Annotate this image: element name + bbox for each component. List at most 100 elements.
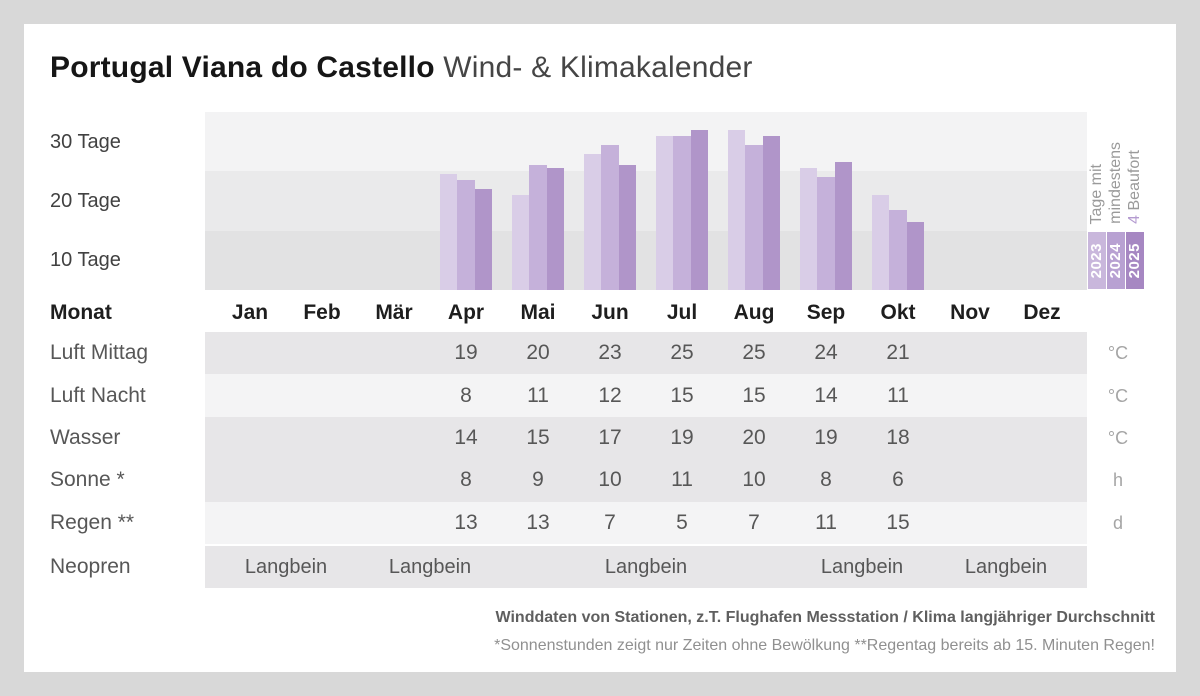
page-title: Portugal Viana do Castello Wind- & Klima… bbox=[50, 48, 753, 88]
cell-regen-jul: 5 bbox=[676, 510, 688, 534]
unit-4: d bbox=[1112, 512, 1123, 533]
cell-sonne-sep: 8 bbox=[820, 468, 832, 492]
cell-luft-aug: 25 bbox=[742, 341, 766, 365]
row-band-1 bbox=[205, 374, 1087, 417]
unit-3: h bbox=[1112, 470, 1123, 491]
cell-wasser-jun: 17 bbox=[598, 426, 622, 449]
cell-sonne-apr: 8 bbox=[460, 468, 472, 492]
legend-chip-label-2024: 2024 bbox=[1107, 242, 1124, 279]
cell-luft-okt: 21 bbox=[886, 341, 910, 365]
bar-2024-Mai bbox=[529, 165, 547, 290]
row-band-2 bbox=[205, 416, 1087, 460]
legend-line-2: mindestens bbox=[1107, 142, 1124, 224]
row-band-3 bbox=[205, 459, 1087, 502]
cell-luft-jun: 12 bbox=[598, 383, 622, 407]
cell-luft-jul: 15 bbox=[670, 383, 694, 407]
row-label-luft-nacht: Luft Nacht bbox=[50, 383, 146, 407]
chart-band-30-tage bbox=[205, 112, 1087, 172]
cell-luft-mai: 11 bbox=[527, 383, 549, 407]
bar-2023-Aug bbox=[727, 129, 746, 290]
cell-luft-jul: 25 bbox=[670, 341, 694, 365]
cell-regen-jun: 7 bbox=[604, 510, 616, 534]
month-header-dez: Dez bbox=[1023, 301, 1061, 324]
month-header-mär: Mär bbox=[375, 301, 413, 324]
cell-wasser-mai: 15 bbox=[526, 426, 550, 449]
legend-chip-label-2025: 2025 bbox=[1126, 242, 1143, 279]
cell-regen-aug: 7 bbox=[748, 510, 760, 534]
cell-regen-mai: 13 bbox=[526, 510, 550, 534]
bar-2025-Okt bbox=[906, 221, 925, 290]
cell-luft-sep: 14 bbox=[814, 383, 838, 407]
footer-source-note: Winddaten von Stationen, z.T. Flughafen … bbox=[495, 609, 1155, 626]
month-header-aug: Aug bbox=[733, 301, 775, 324]
legend-accent-number: 4 bbox=[1126, 210, 1143, 224]
bar-2023-Okt bbox=[871, 195, 890, 290]
neopren-entry-4: Langbein bbox=[964, 556, 1048, 579]
calendar-card: Portugal Viana do Castello Wind- & Klima… bbox=[24, 24, 1176, 672]
cell-regen-okt: 15 bbox=[886, 510, 910, 534]
chart-band-20-tage bbox=[205, 171, 1087, 231]
month-header-jan: Jan bbox=[231, 301, 269, 324]
cell-sonne-mai: 9 bbox=[532, 468, 544, 492]
cell-luft-apr: 8 bbox=[460, 383, 472, 407]
row-label-regen-: Regen ** bbox=[50, 510, 135, 534]
y-tick-20-tage: 20 Tage bbox=[50, 190, 121, 212]
row-label-neopren: Neopren bbox=[50, 555, 131, 579]
bar-2024-Apr bbox=[457, 180, 475, 290]
cell-wasser-jul: 19 bbox=[670, 426, 694, 449]
cell-regen-sep: 11 bbox=[815, 510, 837, 534]
bar-2024-Sep bbox=[817, 177, 835, 290]
month-header-apr: Apr bbox=[447, 301, 485, 324]
legend-chip-2023: 2023 bbox=[1088, 232, 1106, 289]
y-tick-30-tage: 30 Tage bbox=[50, 130, 121, 153]
neopren-entry-3: Langbein bbox=[820, 556, 904, 579]
chart-legend-title: Tage mit mindestens 4 Beaufort bbox=[1088, 124, 1172, 224]
cell-luft-okt: 11 bbox=[887, 383, 909, 407]
month-header-jun: Jun bbox=[591, 301, 629, 324]
legend-chip-label-2023: 2023 bbox=[1088, 242, 1105, 279]
cell-regen-apr: 13 bbox=[454, 510, 478, 534]
unit-1: °C bbox=[1107, 385, 1129, 406]
row-label-luft-mittag: Luft Mittag bbox=[50, 341, 149, 365]
y-tick-10-tage: 10 Tage bbox=[50, 249, 121, 272]
bar-2025-Jul bbox=[690, 129, 709, 290]
cell-sonne-okt: 6 bbox=[892, 468, 904, 492]
legend-chip-2025: 2025 bbox=[1126, 232, 1144, 289]
cell-wasser-aug: 20 bbox=[742, 426, 766, 449]
row-label-wasser: Wasser bbox=[50, 426, 121, 449]
cell-sonne-jul: 11 bbox=[671, 468, 693, 492]
table-header-monat: Monat bbox=[50, 301, 112, 324]
bar-2023-Jul bbox=[655, 135, 674, 290]
neopren-entry-2: Langbein bbox=[604, 556, 688, 579]
bar-2025-Aug bbox=[762, 135, 781, 290]
row-band-0 bbox=[205, 332, 1087, 375]
chart-legend-years: 2023 2024 2025 bbox=[1088, 232, 1144, 289]
row-band-4 bbox=[205, 501, 1087, 544]
page-title-suffix: Wind- & Klimakalender bbox=[443, 51, 753, 84]
bar-2024-Okt bbox=[889, 209, 907, 290]
month-header-feb: Feb bbox=[303, 301, 341, 324]
bar-2025-Apr bbox=[474, 189, 493, 290]
month-header-jul: Jul bbox=[666, 301, 698, 324]
cell-luft-apr: 19 bbox=[454, 341, 478, 365]
wind-days-bar-chart bbox=[205, 112, 1087, 290]
cell-wasser-apr: 14 bbox=[454, 426, 478, 449]
cell-luft-jun: 23 bbox=[598, 341, 622, 365]
bar-2023-Sep bbox=[799, 168, 818, 290]
footer-footnotes: *Sonnenstunden zeigt nur Zeiten ohne Bew… bbox=[494, 637, 1155, 654]
cell-wasser-okt: 18 bbox=[886, 426, 910, 449]
bar-2024-Aug bbox=[745, 144, 763, 290]
bar-2025-Sep bbox=[834, 162, 853, 290]
neopren-entry-1: Langbein bbox=[388, 556, 472, 579]
bar-2023-Apr bbox=[439, 174, 458, 290]
cell-luft-sep: 24 bbox=[814, 341, 838, 365]
row-band-neopren bbox=[205, 546, 1087, 589]
unit-2: °C bbox=[1107, 428, 1129, 448]
cell-luft-mai: 20 bbox=[526, 341, 550, 365]
chart-band-10-tage bbox=[205, 230, 1087, 290]
bar-2024-Jun bbox=[601, 144, 619, 290]
month-header-sep: Sep bbox=[806, 301, 846, 324]
month-header-nov: Nov bbox=[950, 301, 990, 324]
bar-2023-Jun bbox=[583, 153, 602, 290]
